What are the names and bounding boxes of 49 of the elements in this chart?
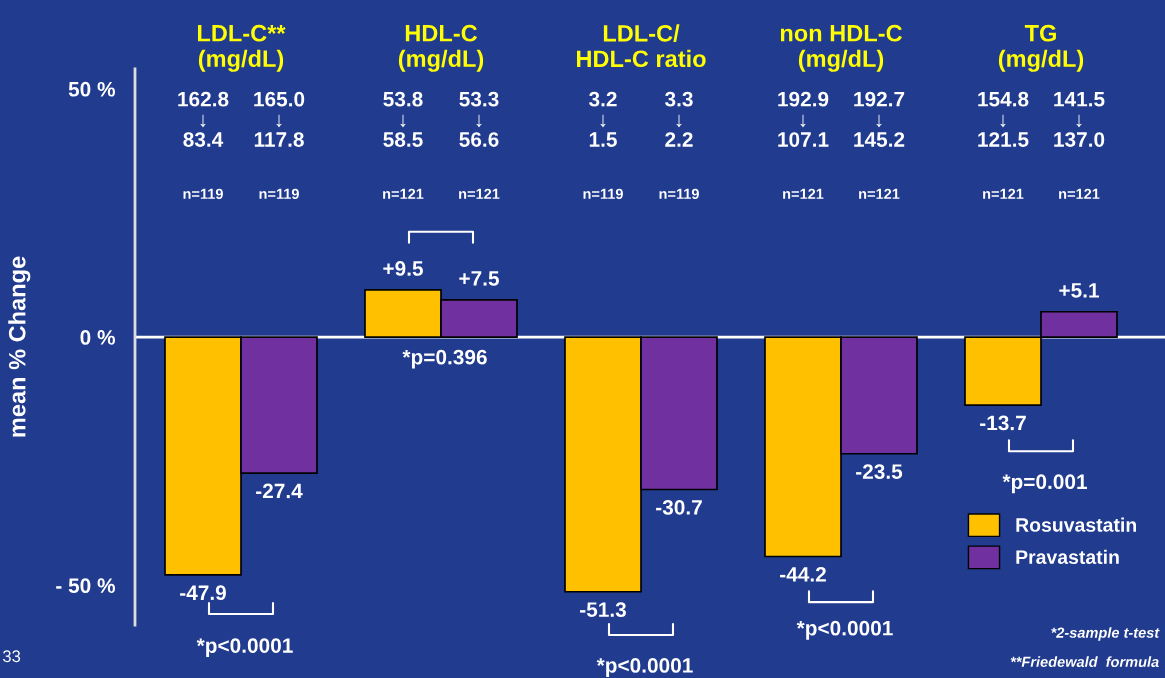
annotation: 53.8 ↓ 58.5 (383, 91, 423, 147)
annotation: n=121 (783, 188, 824, 199)
x-tick-label: HDL-C (mg/dL) (398, 24, 484, 72)
y-tick-label: 0 % (80, 330, 116, 345)
x-tick-label: non HDL-C (mg/dL) (780, 24, 902, 72)
x-tick-label: TG (mg/dL) (998, 24, 1084, 72)
annotation: n=121 (1059, 188, 1100, 199)
data-label: -47.9 (180, 585, 226, 601)
annotation: 162.8 ↓ 83.4 (178, 91, 229, 147)
annotation: n=119 (659, 188, 699, 200)
annotation: 165.0 ↓ 117.8 (254, 91, 305, 147)
data-label: +5.1 (1059, 283, 1099, 298)
y-tick-label: 50 % (68, 81, 116, 97)
annotation: 192.7 ↓ 145.2 (854, 91, 905, 147)
data-label: -13.7 (980, 415, 1026, 431)
legend-label: Rosuvastatin (1016, 517, 1137, 532)
annotation: n=119 (183, 188, 223, 200)
y-tick-label: - 50 % (56, 578, 116, 594)
annotation: 141.5 ↓ 137.0 (1054, 92, 1105, 147)
data-label: +9.5 (383, 261, 423, 276)
annotation: n=121 (383, 188, 424, 199)
data-label: -30.7 (656, 499, 702, 515)
annotation: n=121 (983, 188, 1024, 199)
data-label: -23.5 (856, 464, 903, 479)
data-label: +7.5 (459, 271, 499, 286)
x-tick-label: LDL-C/ HDL-C ratio (577, 24, 706, 68)
data-label: -27.4 (256, 483, 303, 499)
legend-label: Pravastatin (1016, 549, 1119, 565)
annotation: *p=0.001 (1002, 474, 1087, 494)
annotation: *p=0.396 (402, 349, 487, 369)
annotation: n=121 (459, 188, 500, 199)
text: **Friedewald formula (1010, 656, 1159, 668)
annotation: n=119 (583, 188, 623, 200)
annotation: 3.3 ↓ 2.2 (665, 91, 693, 147)
x-tick-label: LDL-C** (mg/dL) (197, 24, 286, 72)
text: *p<0.0001 (196, 638, 293, 658)
text: *2-sample t-test (1051, 627, 1160, 641)
text: *p<0.0001 (596, 658, 693, 677)
y-axis-title: mean % Change (8, 256, 31, 437)
data-label: -51.3 (580, 602, 626, 617)
text: 33 (2, 650, 21, 663)
annotation: n=121 (859, 188, 900, 199)
annotation: 53.3 ↓ 56.6 (459, 91, 499, 147)
annotation: 192.9 ↓ 107.1 (778, 91, 829, 147)
annotation: *p<0.0001 (796, 620, 893, 640)
data-label: -44.2 (780, 566, 826, 582)
annotation: 3.2 ↓ 1.5 (589, 91, 617, 147)
annotation: n=119 (259, 188, 299, 200)
annotation: 154.8 ↓ 121.5 (978, 91, 1029, 147)
